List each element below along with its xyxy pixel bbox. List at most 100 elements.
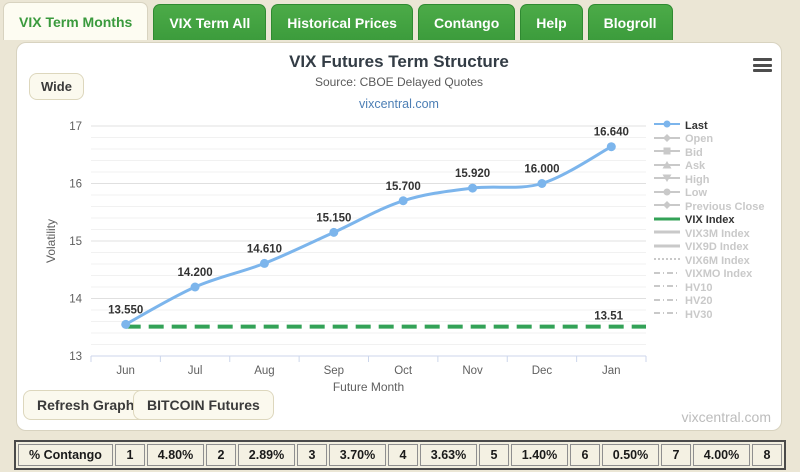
line-dashdot-icon [654,281,680,294]
tab-blogroll[interactable]: Blogroll [587,4,673,40]
svg-text:15.700: 15.700 [386,181,421,193]
legend-label: VIX3M Index [685,227,750,240]
svg-text:Nov: Nov [462,365,483,377]
line-diamond-icon [654,200,680,213]
chart-export-menu-icon[interactable] [753,58,772,72]
svg-text:14.610: 14.610 [247,243,282,255]
legend-label: VIX6M Index [685,254,750,267]
svg-text:Volatility: Volatility [44,219,58,263]
legend-label: High [685,173,710,186]
legend-item-last[interactable]: Last [654,119,764,132]
legend-item-vix6m-index[interactable]: VIX6M Index [654,254,764,267]
chart-card: VIX Futures Term Structure Source: CBOE … [16,42,782,431]
tab-bar: VIX Term Months VIX Term All Historical Pr… [3,2,673,40]
line-dashdot-icon [654,308,680,321]
svg-text:Oct: Oct [394,365,413,377]
legend-item-vix9d-index[interactable]: VIX9D Index [654,241,764,254]
legend-item-vixmo-index[interactable]: VIXMO Index [654,268,764,281]
contango-value: 2.89% [238,444,295,466]
svg-text:17: 17 [69,121,82,133]
chart-subtitle: Source: CBOE Delayed Quotes [314,75,484,89]
legend-item-hv10[interactable]: HV10 [654,281,764,294]
svg-text:Jul: Jul [188,365,203,377]
bitcoin-futures-button[interactable]: BITCOIN Futures [133,390,274,420]
svg-text:13.51: 13.51 [594,311,623,323]
line-triangle-icon [654,160,680,173]
svg-text:16: 16 [69,179,82,191]
svg-text:Sep: Sep [324,365,344,377]
legend-label: HV20 [685,295,713,307]
svg-text:16.000: 16.000 [524,164,559,176]
contango-value: 0.50% [602,444,659,466]
svg-text:14.200: 14.200 [177,267,212,279]
contango-value: 4.80% [147,444,204,466]
contango-month-number: 1 [115,444,145,466]
legend-label: Low [685,187,707,199]
line-diamond-icon [654,133,680,146]
svg-text:14: 14 [69,294,82,306]
line-dashdot-icon [654,268,680,281]
legend-item-hv20[interactable]: HV20 [654,295,764,308]
line-solid-icon [654,214,680,227]
contango-month-number: 4 [388,444,418,466]
tab-vix-term-all[interactable]: VIX Term All [153,4,267,40]
contango-month-number: 7 [661,444,691,466]
line-solid-icon [654,241,680,254]
legend-label: VIXMO Index [685,268,753,280]
legend-item-open[interactable]: Open [654,133,764,146]
line-solid-icon [654,227,680,240]
svg-text:13.550: 13.550 [108,304,143,316]
chart-link-row: vixcentral.com [17,95,781,113]
legend-item-high[interactable]: High [654,173,764,186]
line-triangle-down-icon [654,173,680,186]
svg-text:15.150: 15.150 [316,212,351,224]
legend-item-ask[interactable]: Ask [654,160,764,173]
legend-label: Open [685,133,714,145]
legend-item-vix3m-index[interactable]: VIX3M Index [654,227,764,240]
contango-month-number: 5 [479,444,509,466]
svg-text:15.920: 15.920 [455,168,490,180]
tab-vix-term-months[interactable]: VIX Term Months [3,2,149,40]
contango-value: 3.70% [329,444,386,466]
contango-table: % Contango 1 4.80% 2 2.89% 3 3.70% 4 3.63% 5 1.40%… [14,440,786,470]
svg-text:Dec: Dec [532,365,553,377]
chart-legend: Last Open Bid Ask High Low Previous Close VIX I… [654,119,765,321]
legend-item-hv30[interactable]: HV30 [654,308,764,321]
contango-month-number: 6 [570,444,600,466]
legend-item-vix-index[interactable]: VIX Index [654,214,764,227]
tab-contango[interactable]: Contango [417,4,516,40]
line-dotted-icon [654,254,680,267]
contango-value: 4.00% [693,444,750,466]
refresh-graph-button[interactable]: Refresh Graph [23,390,149,420]
legend-label: Last [685,119,708,132]
legend-label: VIX9D Index [685,241,749,253]
line-square-icon [654,146,680,159]
legend-item-bid[interactable]: Bid [654,146,764,159]
svg-text:Future Month: Future Month [333,380,404,394]
vixcentral-link[interactable]: vixcentral.com [359,97,439,111]
svg-text:15: 15 [69,236,82,248]
contango-month-number: 3 [297,444,327,466]
svg-text:Aug: Aug [254,365,274,377]
legend-label: Bid [685,146,703,159]
chart-title: VIX Futures Term Structure [289,52,509,71]
legend-item-low[interactable]: Low [654,187,764,200]
contango-row-label: % Contango [18,444,113,466]
contango-value: 1.40% [511,444,568,466]
legend-label: Previous Close [685,200,765,213]
term-structure-chart[interactable]: 13 14 15 16 17 Jun Jul Aug Sep Oct Nov Dec Jan Future… [17,43,783,432]
legend-item-previous-close[interactable]: Previous Close [654,200,765,213]
line-dashdot-icon [654,295,680,308]
svg-text:13: 13 [69,351,82,363]
line-circle-icon [654,119,680,132]
legend-label: VIX Index [685,214,735,226]
svg-text:Jan: Jan [602,365,621,377]
legend-label: HV30 [685,308,713,321]
contango-value: 3.63% [420,444,477,466]
line-circle-icon [654,187,680,200]
legend-label: HV10 [685,281,713,294]
tab-historical-prices[interactable]: Historical Prices [271,4,413,40]
wide-button[interactable]: Wide [29,73,84,100]
contango-month-number: 2 [206,444,236,466]
tab-help[interactable]: Help [520,4,583,40]
